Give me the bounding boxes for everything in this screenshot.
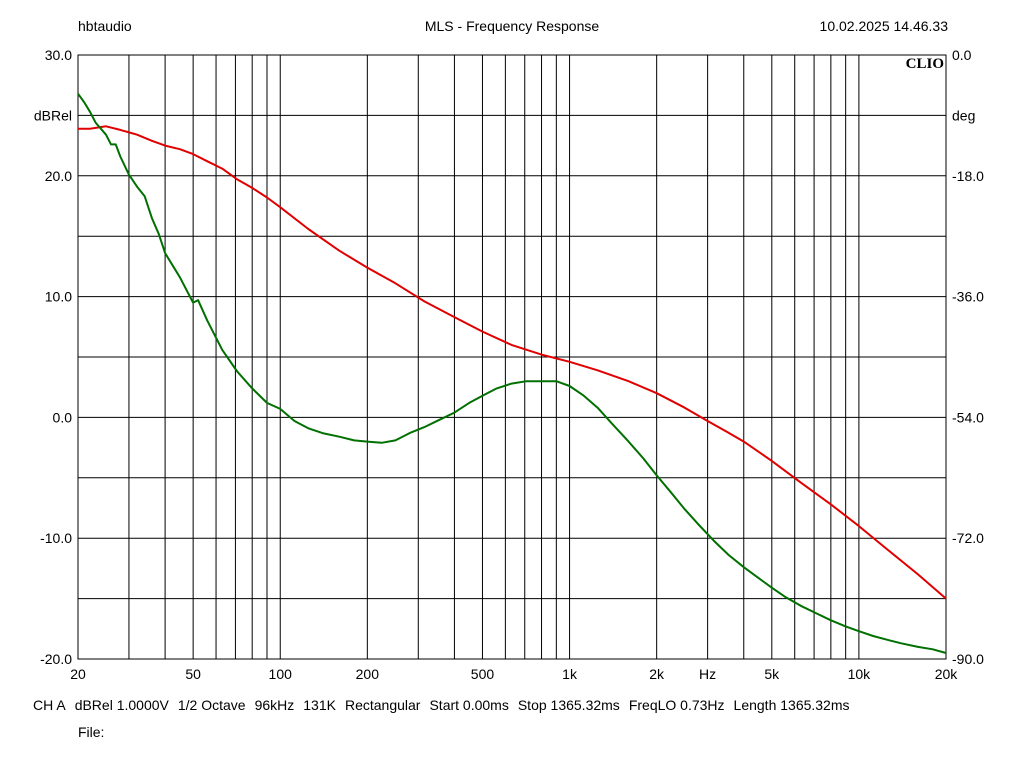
y-tick-label: 30.0 [45,47,72,63]
y-right-tick-label: -54.0 [952,409,984,425]
setting-item: Length 1365.32ms [733,697,850,713]
plot-frame [77,54,947,660]
frequency-response-chart: 30.0 20.0 10.0 0.0 -10.0 -20.0 0.0 -18.0 -36.0 -5… [34,47,984,682]
y-right-axis-label: deg [952,107,975,123]
setting-item: Stop 1365.32ms [517,697,620,713]
clio-logo: CLIO [906,56,944,72]
x-tick-label: 2k [649,666,665,682]
y-right-tick-label: 0.0 [952,47,972,63]
setting-item: dBRel 1.0000V [74,697,169,713]
y-right-tick-label: -72.0 [952,530,984,546]
x-tick-label: 1k [562,666,578,682]
series-line-green [77,93,947,654]
y-tick-label: -10.0 [40,530,72,546]
setting-item: Rectangular [344,697,421,713]
setting-item: Start 0.00ms [429,697,509,713]
chart-title: MLS - Frequency Response [424,18,600,34]
series-line-red [78,125,947,600]
file-label: File: [78,724,105,740]
x-tick-label: 100 [269,666,293,682]
setting-item: CH A [33,697,66,713]
header-left-text: hbtaudio [78,18,132,34]
x-tick-label: 5k [764,666,780,682]
y-right-tick-label: -36.0 [952,289,984,305]
x-axis-unit-label: Hz [699,666,716,682]
y-tick-label: 10.0 [45,289,72,305]
x-tick-label: 50 [185,666,201,682]
setting-item: 96kHz [254,697,295,713]
y-axis-label: dBRel [34,107,72,123]
setting-item: FreqLO 0.73Hz [628,697,725,713]
y-tick-label: 20.0 [45,168,72,184]
x-tick-label: 10k [848,666,872,682]
setting-item: 1/2 Octave [177,697,246,713]
setting-item: 131K [303,697,336,713]
header-timestamp: 10.02.2025 14.46.33 [819,18,948,34]
y-right-tick-label: -90.0 [952,651,984,667]
y-right-tick-label: -18.0 [952,168,984,184]
measurement-settings-bar: CH A dBRel 1.0000V 1/2 Octave 96kHz 131K Rect… [33,697,859,713]
x-tick-label: 20k [935,666,959,682]
y-tick-label: 0.0 [53,409,73,425]
x-tick-label: 20 [70,666,86,682]
x-tick-label: 200 [356,666,380,682]
y-tick-label: -20.0 [40,651,72,667]
x-tick-label: 500 [471,666,495,682]
